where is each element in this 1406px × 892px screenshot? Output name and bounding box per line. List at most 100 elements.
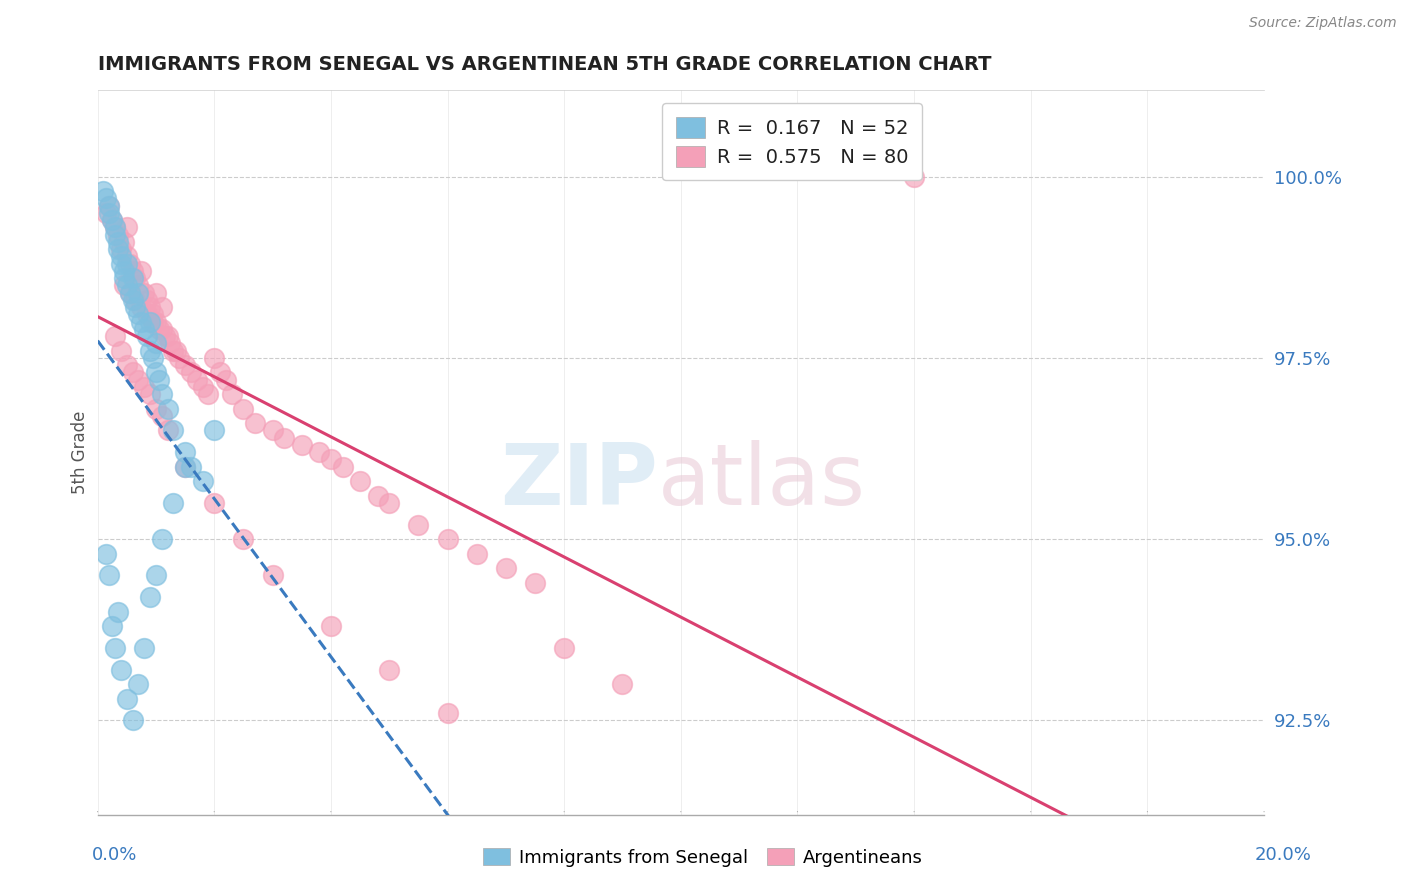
Point: [202, 496, 225, 510]
Point: [115, 358, 138, 372]
Point: [162, 343, 184, 358]
Point: [104, 640, 127, 655]
Point: [349, 474, 371, 488]
Point: [112, 264, 135, 278]
Point: [101, 213, 124, 227]
Point: [378, 496, 401, 510]
Point: [112, 271, 135, 285]
Y-axis label: 5th Grade: 5th Grade: [72, 410, 89, 494]
Point: [127, 307, 149, 321]
Point: [202, 351, 225, 365]
Point: [145, 568, 167, 582]
Point: [134, 322, 156, 336]
Point: [162, 496, 184, 510]
Point: [221, 387, 243, 401]
Point: [156, 423, 179, 437]
Point: [150, 532, 173, 546]
Point: [104, 227, 127, 242]
Legend: R =  0.167   N = 52, R =  0.575   N = 80: R = 0.167 N = 52, R = 0.575 N = 80: [662, 103, 922, 180]
Point: [118, 256, 141, 270]
Point: [308, 445, 330, 459]
Point: [191, 474, 214, 488]
Point: [136, 307, 159, 321]
Point: [107, 227, 129, 242]
Text: atlas: atlas: [658, 440, 866, 523]
Text: IMMIGRANTS FROM SENEGAL VS ARGENTINEAN 5TH GRADE CORRELATION CHART: IMMIGRANTS FROM SENEGAL VS ARGENTINEAN 5…: [97, 55, 991, 74]
Point: [127, 373, 149, 387]
Point: [124, 300, 146, 314]
Point: [291, 438, 314, 452]
Point: [145, 336, 167, 351]
Point: [232, 401, 254, 416]
Text: Source: ZipAtlas.com: Source: ZipAtlas.com: [1249, 16, 1396, 30]
Point: [150, 409, 173, 423]
Point: [197, 387, 219, 401]
Point: [156, 329, 179, 343]
Point: [148, 373, 170, 387]
Point: [112, 278, 135, 293]
Point: [180, 459, 202, 474]
Point: [124, 271, 146, 285]
Point: [98, 568, 121, 582]
Point: [121, 293, 143, 307]
Point: [202, 423, 225, 437]
Point: [145, 285, 167, 300]
Point: [367, 489, 389, 503]
Point: [96, 547, 118, 561]
Point: [139, 343, 162, 358]
Point: [96, 191, 118, 205]
Point: [159, 336, 181, 351]
Point: [215, 373, 238, 387]
Point: [174, 459, 197, 474]
Point: [180, 365, 202, 379]
Point: [115, 256, 138, 270]
Point: [139, 315, 162, 329]
Point: [104, 329, 127, 343]
Point: [148, 322, 170, 336]
Point: [903, 169, 925, 184]
Point: [209, 365, 232, 379]
Point: [465, 547, 488, 561]
Point: [115, 691, 138, 706]
Point: [134, 380, 156, 394]
Point: [191, 380, 214, 394]
Point: [408, 517, 430, 532]
Point: [139, 387, 162, 401]
Point: [134, 285, 156, 300]
Point: [232, 532, 254, 546]
Point: [153, 329, 176, 343]
Point: [110, 663, 132, 677]
Point: [124, 293, 146, 307]
Point: [118, 285, 141, 300]
Point: [174, 445, 197, 459]
Point: [243, 416, 266, 430]
Point: [110, 256, 132, 270]
Point: [134, 640, 156, 655]
Point: [186, 373, 208, 387]
Point: [121, 365, 143, 379]
Point: [98, 206, 121, 220]
Point: [98, 198, 121, 212]
Point: [115, 220, 138, 235]
Point: [127, 278, 149, 293]
Point: [104, 220, 127, 235]
Legend: Immigrants from Senegal, Argentineans: Immigrants from Senegal, Argentineans: [477, 841, 929, 874]
Text: 20.0%: 20.0%: [1256, 846, 1312, 863]
Point: [150, 300, 173, 314]
Text: 0.0%: 0.0%: [91, 846, 136, 863]
Point: [131, 300, 153, 314]
Point: [104, 220, 127, 235]
Point: [107, 242, 129, 256]
Point: [495, 561, 517, 575]
Point: [112, 235, 135, 249]
Point: [162, 423, 184, 437]
Point: [319, 619, 342, 633]
Point: [110, 242, 132, 256]
Point: [115, 278, 138, 293]
Point: [110, 249, 132, 263]
Point: [145, 315, 167, 329]
Point: [118, 285, 141, 300]
Point: [139, 300, 162, 314]
Point: [101, 213, 124, 227]
Point: [107, 235, 129, 249]
